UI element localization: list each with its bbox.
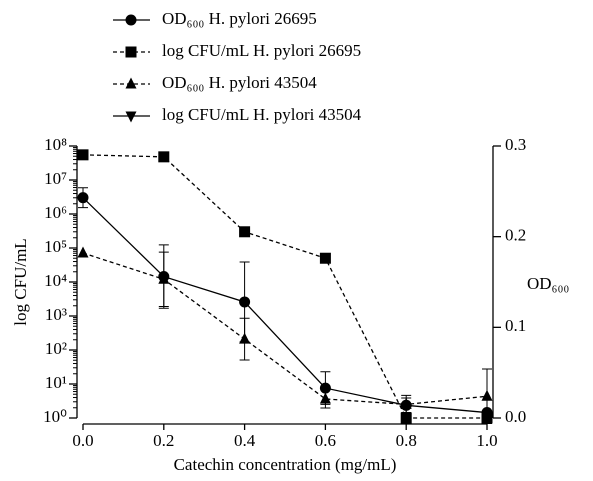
series-line — [82, 154, 487, 419]
y-tick-label: 10¹ — [45, 373, 67, 392]
y-axis-label: log CFU/mL — [11, 238, 30, 325]
x-tick-label: 1.0 — [476, 431, 497, 450]
y-tick-label: 10⁷ — [44, 169, 67, 188]
series-line — [82, 197, 488, 414]
marker — [158, 272, 170, 284]
series-line — [82, 252, 488, 406]
legend-marker — [125, 111, 137, 123]
marker — [158, 151, 170, 163]
marker — [77, 246, 89, 258]
y-tick-label: 10⁰ — [43, 407, 67, 426]
y-tick-label: 10⁸ — [44, 135, 67, 154]
marker — [400, 412, 412, 424]
marker — [239, 332, 251, 344]
y2-tick-label: 0.2 — [505, 226, 526, 245]
marker — [481, 389, 493, 401]
legend-label: OD₆₀₀ H. pylori 26695 — [162, 9, 317, 28]
legend-label: log CFU/mL H. pylori 26695 — [162, 41, 361, 60]
y-tick-label: 10⁵ — [44, 237, 67, 256]
y-tick-label: 10⁴ — [44, 271, 67, 290]
marker — [77, 192, 89, 204]
y2-tick-label: 0.1 — [505, 316, 526, 335]
x-tick-label: 0.0 — [72, 431, 93, 450]
marker — [239, 226, 251, 238]
marker — [239, 296, 251, 308]
y2-tick-label: 0.0 — [505, 407, 526, 426]
legend-label: log CFU/mL H. pylori 43504 — [162, 105, 362, 124]
marker — [319, 392, 331, 404]
y-tick-label: 10³ — [45, 305, 67, 324]
x-tick-label: 0.4 — [234, 431, 256, 450]
y-tick-label: 10² — [45, 339, 67, 358]
marker — [77, 149, 89, 161]
x-tick-label: 0.8 — [396, 431, 417, 450]
y2-tick-label: 0.3 — [505, 135, 526, 154]
legend-marker — [125, 46, 137, 58]
legend-marker — [125, 14, 137, 26]
marker — [400, 397, 412, 409]
x-tick-label: 0.6 — [315, 431, 336, 450]
legend-label: OD₆₀₀ H. pylori 43504 — [162, 73, 317, 92]
marker — [319, 382, 331, 394]
x-tick-label: 0.2 — [153, 431, 174, 450]
y-tick-label: 10⁶ — [44, 203, 67, 222]
x-axis-label: Catechin concentration (mg/mL) — [174, 455, 397, 474]
y2-axis-label: OD₆₀₀ — [527, 274, 569, 293]
legend-marker — [125, 77, 137, 89]
marker — [319, 252, 331, 264]
